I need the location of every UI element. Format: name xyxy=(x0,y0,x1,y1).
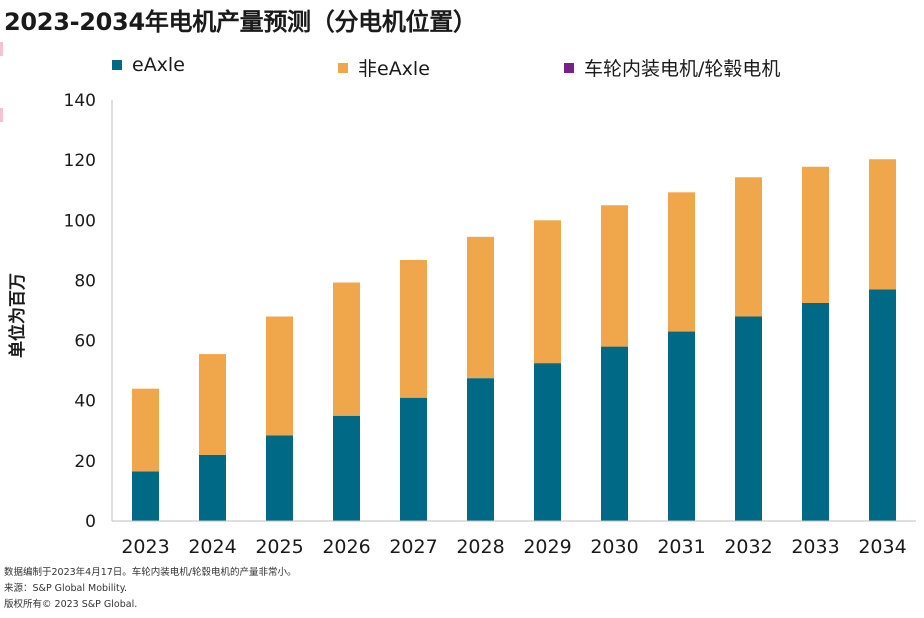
legend-label-non-eaxle: 非eAxle xyxy=(358,58,430,80)
x-tick-label-2026: 2026 xyxy=(322,536,370,558)
bar-eaxle-2029 xyxy=(534,363,561,522)
x-tick-label-2027: 2027 xyxy=(389,536,437,558)
chart-title: 2023-2034年电机产量预测（分电机位置） xyxy=(4,8,477,36)
accent-mark xyxy=(0,108,3,122)
x-tick-label-2024: 2024 xyxy=(188,536,236,558)
y-tick-label-40: 40 xyxy=(74,392,96,412)
x-tick-label-2028: 2028 xyxy=(456,536,504,558)
bar-non-eaxle-2032 xyxy=(735,177,762,317)
y-tick-label-140: 140 xyxy=(64,91,96,111)
x-tick-label-2023: 2023 xyxy=(121,536,169,558)
x-tick-labels: 2023 2024 2025 2026 2027 2028 2029 2030 2031 2032… xyxy=(121,536,906,558)
bar-non-eaxle-2025 xyxy=(266,316,293,436)
x-tick-label-2031: 2031 xyxy=(657,536,705,558)
bar-eaxle-2033 xyxy=(802,302,829,521)
bar-non-eaxle-2033 xyxy=(802,166,829,303)
x-tick-label-2030: 2030 xyxy=(590,536,638,558)
legend-swatch-eaxle xyxy=(112,60,122,70)
x-tick-label-2025: 2025 xyxy=(255,536,303,558)
legend-item-non-eaxle: 非eAxle xyxy=(338,54,430,81)
legend-item-wheel-motor: 车轮内装电机/轮毂电机 xyxy=(564,54,780,81)
accent-mark xyxy=(0,42,3,56)
y-tick-label-80: 80 xyxy=(74,271,96,291)
bar-non-eaxle-2024 xyxy=(199,354,226,455)
bar-non-eaxle-2023 xyxy=(132,388,159,472)
bar-non-eaxle-2026 xyxy=(333,282,360,416)
bar-non-eaxle-2028 xyxy=(467,236,494,379)
legend-label-eaxle: eAxle xyxy=(132,54,185,76)
footnote-copyright: 版权所有© 2023 S&P Global. xyxy=(4,599,138,610)
x-tick-label-2033: 2033 xyxy=(791,536,839,558)
legend-swatch-wheel-motor xyxy=(564,62,574,73)
y-tick-label-0: 0 xyxy=(85,512,96,532)
bar-eaxle-2031 xyxy=(668,331,695,521)
bar-eaxle-2025 xyxy=(266,435,293,521)
y-tick-label-100: 100 xyxy=(64,211,96,231)
footnotes: 数据编制于2023年4月17日。车轮内装电机/轮毂电机的产量非常小。 来源：S&… xyxy=(4,565,297,613)
bar-eaxle-2024 xyxy=(199,454,226,521)
axes xyxy=(111,100,916,522)
y-tick-label-20: 20 xyxy=(74,452,96,472)
bar-eaxle-2023 xyxy=(132,471,159,521)
bar-eaxle-2030 xyxy=(601,346,628,521)
bar-eaxle-2027 xyxy=(400,397,427,521)
legend-item-eaxle: eAxle xyxy=(112,54,185,76)
legend-swatch-non-eaxle xyxy=(338,62,348,73)
bar-non-eaxle-2031 xyxy=(668,192,695,332)
footnote-data-date: 数据编制于2023年4月17日。车轮内装电机/轮毂电机的产量非常小。 xyxy=(4,567,297,578)
bar-eaxle-2028 xyxy=(467,378,494,521)
legend-label-wheel-motor: 车轮内装电机/轮毂电机 xyxy=(584,58,781,80)
bar-eaxle-2026 xyxy=(333,415,360,521)
bar-non-eaxle-2029 xyxy=(534,220,561,364)
bar-group xyxy=(132,159,896,522)
x-tick-label-2032: 2032 xyxy=(724,536,772,558)
y-tick-labels: 0 20 40 60 80 100 120 140 xyxy=(64,91,96,532)
bar-non-eaxle-2030 xyxy=(601,205,628,347)
y-tick-label-60: 60 xyxy=(74,332,96,352)
bar-non-eaxle-2027 xyxy=(400,259,427,398)
x-tick-label-2034: 2034 xyxy=(858,536,906,558)
x-tick-label-2029: 2029 xyxy=(523,536,571,558)
y-tick-label-120: 120 xyxy=(64,151,96,171)
footnote-source: 来源：S&P Global Mobility. xyxy=(4,583,127,594)
bar-eaxle-2034 xyxy=(869,289,896,521)
bar-eaxle-2032 xyxy=(735,316,762,521)
bar-non-eaxle-2034 xyxy=(869,159,896,290)
